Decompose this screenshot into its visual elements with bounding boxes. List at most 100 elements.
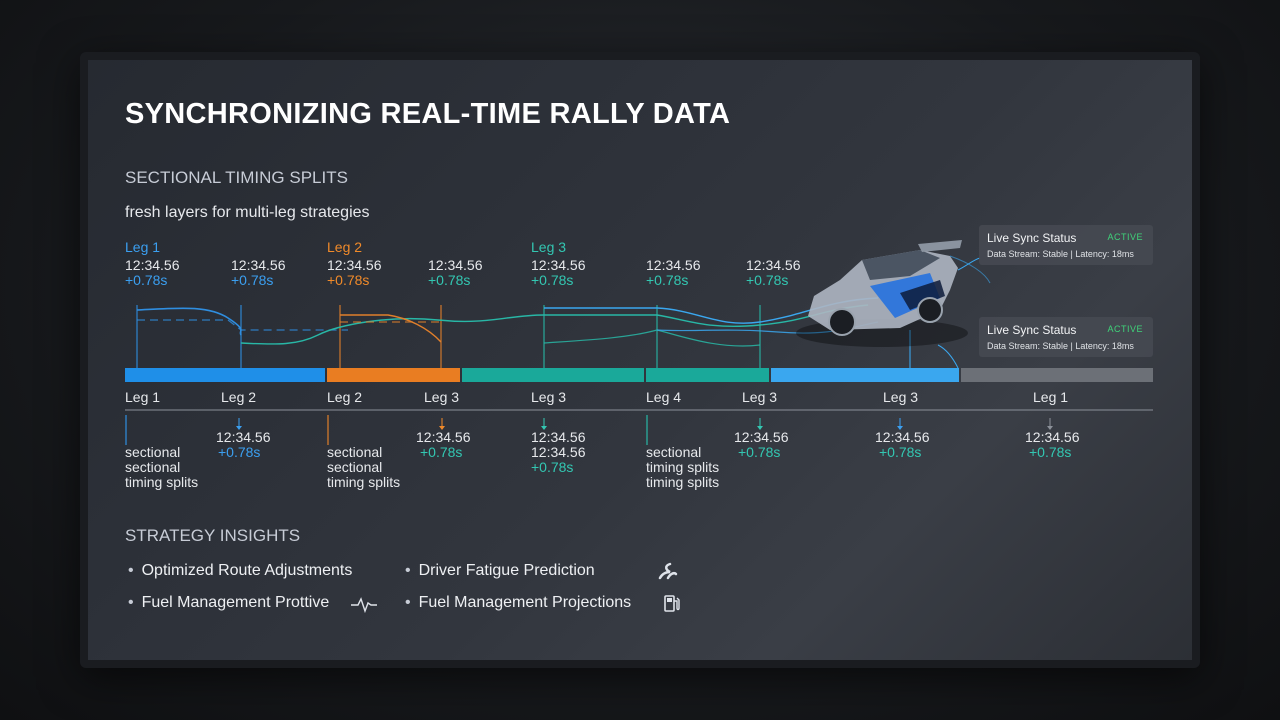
split-time: 12:34.56 (734, 429, 789, 445)
note-line: sectional (646, 444, 702, 460)
split-value: 12:34.56 12:34.56 +0.78s (531, 430, 586, 475)
live-sync-status-panel: Live Sync Status ACTIVE Data Stream: Sta… (979, 317, 1153, 357)
pulse-icon (351, 597, 377, 614)
bullet: • (128, 594, 134, 611)
status-badge: ACTIVE (1107, 324, 1143, 334)
marker-leg-label: Leg 1 (125, 239, 161, 255)
split-time: 12:34.56 (875, 429, 930, 445)
top-marker-1: Leg 1 12:34.56 +0.78s (125, 240, 180, 288)
timeline-segment-2 (327, 368, 460, 382)
timeline-segment-1 (125, 368, 325, 382)
marker-time: 12:34.56 (428, 257, 483, 273)
route-icon (658, 562, 678, 580)
section-subtitle: SECTIONAL TIMING SPLITS (125, 168, 348, 187)
display-frame: SYNCHRONIZING REAL-TIME RALLY DATA SECTI… (80, 52, 1200, 668)
live-sync-status-panel: Live Sync Status ACTIVE Data Stream: Sta… (979, 225, 1153, 265)
bottom-leg-label: Leg 3 (424, 389, 460, 405)
insight-label: Fuel Management Prottive (141, 594, 330, 611)
split-value: 12:34.56 +0.78s (875, 430, 930, 460)
bottom-leg-label: Leg 3 (531, 389, 567, 405)
insight-label: Driver Fatigue Prediction (418, 562, 595, 579)
marker-time: 12:34.56 (531, 257, 586, 273)
note-line: sectional (125, 459, 181, 475)
marker-delta: +0.78s (231, 272, 274, 288)
bottom-leg-label: Leg 1 (125, 389, 161, 405)
timeline-segment-6 (961, 368, 1153, 382)
insights-title: STRATEGY INSIGHTS (125, 526, 301, 545)
marker-delta: +0.78s (646, 272, 689, 288)
sectional-note: sectional sectional timing splits (327, 445, 400, 490)
sectional-note: sectional timing splits timing splits (646, 445, 719, 490)
section-caption: fresh layers for multi-leg strategies (125, 204, 370, 221)
marker-time: 12:34.56 (646, 257, 701, 273)
top-marker-2: 12:34.56 +0.78s (231, 258, 286, 288)
marker-time: 12:34.56 (231, 257, 286, 273)
split-delta: +0.78s (420, 444, 463, 460)
split-value: 12:34.56 +0.78s (416, 430, 471, 460)
split-time: 12:34.56 (416, 429, 471, 445)
insight-item: • Fuel Management Projections (405, 594, 631, 612)
note-line: sectional (327, 459, 383, 475)
split-value: 12:34.56 +0.78s (734, 430, 789, 460)
split-time: 12:34.56 (1025, 429, 1080, 445)
split-time: 12:34.56 (531, 444, 586, 460)
note-line: timing splits (646, 459, 720, 475)
status-label: Live Sync Status (987, 231, 1077, 245)
status-connector-2 (937, 344, 959, 369)
orange-trace (340, 314, 442, 343)
blue-dashed-trace (137, 319, 348, 331)
bottom-leg-label: Leg 4 (646, 389, 682, 405)
marker-time: 12:34.56 (327, 257, 382, 273)
bullet: • (405, 562, 411, 579)
insight-item: • Optimized Route Adjustments (128, 562, 352, 580)
marker-delta: +0.78s (327, 272, 370, 288)
timing-graphics (125, 240, 1153, 445)
insight-label: Fuel Management Projections (418, 594, 632, 611)
bottom-leg-label: Leg 1 (1033, 389, 1069, 405)
bullet: • (405, 594, 411, 611)
split-delta: +0.78s (531, 459, 574, 475)
split-value: 12:34.56 +0.78s (1025, 430, 1080, 460)
note-line: sectional (327, 444, 383, 460)
bottom-leg-label: Leg 3 (883, 389, 919, 405)
marker-delta: +0.78s (125, 272, 168, 288)
insight-label: Optimized Route Adjustments (141, 562, 353, 579)
blue-trace (136, 307, 242, 336)
marker-delta: +0.78s (746, 272, 789, 288)
split-time: 12:34.56 (531, 429, 586, 445)
split-value: 12:34.56 +0.78s (216, 430, 271, 460)
insight-item: • Driver Fatigue Prediction (405, 562, 595, 580)
top-marker-6: 12:34.56 +0.78s (646, 258, 701, 288)
teal-lower-trace (543, 329, 761, 347)
top-marker-5: Leg 3 12:34.56 +0.78s (531, 240, 586, 288)
status-badge: ACTIVE (1107, 232, 1143, 242)
marker-delta: +0.78s (531, 272, 574, 288)
note-line: sectional (125, 444, 181, 460)
note-line: timing splits (125, 474, 199, 490)
status-label: Live Sync Status (987, 323, 1077, 337)
split-delta: +0.78s (738, 444, 781, 460)
bottom-leg-label: Leg 3 (742, 389, 778, 405)
dashboard-screen: SYNCHRONIZING REAL-TIME RALLY DATA SECTI… (88, 60, 1192, 660)
marker-leg-label: Leg 2 (327, 239, 363, 255)
timeline-segment-5 (771, 368, 959, 382)
marker-delta: +0.78s (428, 272, 471, 288)
note-line: timing splits (327, 474, 401, 490)
split-arrows (236, 418, 1053, 430)
marker-leg-label: Leg 3 (531, 239, 567, 255)
sectional-note: sectional sectional timing splits (125, 445, 198, 490)
status-detail: Data Stream: Stable | Latency: 18ms (987, 341, 1134, 351)
note-line: timing splits (646, 474, 720, 490)
bullet: • (128, 562, 134, 579)
teal-trace (240, 304, 869, 345)
marker-time: 12:34.56 (746, 257, 801, 273)
rally-car-image (796, 240, 991, 347)
timeline-segment-3 (462, 368, 644, 382)
bottom-leg-label: Leg 2 (327, 389, 363, 405)
status-connector-1 (957, 257, 981, 271)
split-delta: +0.78s (1029, 444, 1072, 460)
fuel-pump-icon (664, 595, 680, 612)
insight-item: • Fuel Management Prottive (128, 594, 329, 612)
timeline-segment-4 (646, 368, 769, 382)
page-title: SYNCHRONIZING REAL-TIME RALLY DATA (125, 98, 731, 130)
